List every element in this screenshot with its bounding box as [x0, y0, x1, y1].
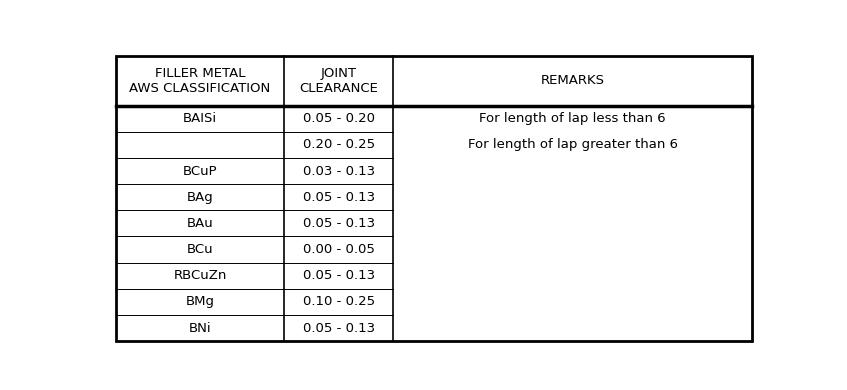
Text: 0.03 - 0.13: 0.03 - 0.13 — [302, 165, 374, 177]
Text: 0.20 - 0.25: 0.20 - 0.25 — [302, 138, 374, 151]
Text: JOINT
CLEARANCE: JOINT CLEARANCE — [299, 67, 378, 95]
Text: For length of lap less than 6: For length of lap less than 6 — [479, 112, 666, 125]
Text: 0.05 - 0.13: 0.05 - 0.13 — [302, 191, 374, 204]
Text: BMg: BMg — [185, 295, 214, 308]
Text: 0.05 - 0.13: 0.05 - 0.13 — [302, 321, 374, 335]
Text: 0.00 - 0.05: 0.00 - 0.05 — [302, 243, 374, 256]
Text: BAg: BAg — [186, 191, 213, 204]
Text: BAu: BAu — [186, 217, 213, 230]
Text: RBCuZn: RBCuZn — [174, 269, 227, 282]
Text: 0.10 - 0.25: 0.10 - 0.25 — [302, 295, 374, 308]
Text: 0.05 - 0.20: 0.05 - 0.20 — [302, 112, 374, 125]
Text: 0.05 - 0.13: 0.05 - 0.13 — [302, 217, 374, 230]
Text: BNi: BNi — [189, 321, 212, 335]
Text: BCu: BCu — [187, 243, 213, 256]
Text: 0.05 - 0.13: 0.05 - 0.13 — [302, 269, 374, 282]
Text: FILLER METAL
AWS CLASSIFICATION: FILLER METAL AWS CLASSIFICATION — [130, 67, 271, 95]
Text: BAISi: BAISi — [183, 112, 217, 125]
Text: REMARKS: REMARKS — [540, 74, 605, 87]
Text: For length of lap greater than 6: For length of lap greater than 6 — [468, 138, 678, 151]
Text: BCuP: BCuP — [183, 165, 218, 177]
